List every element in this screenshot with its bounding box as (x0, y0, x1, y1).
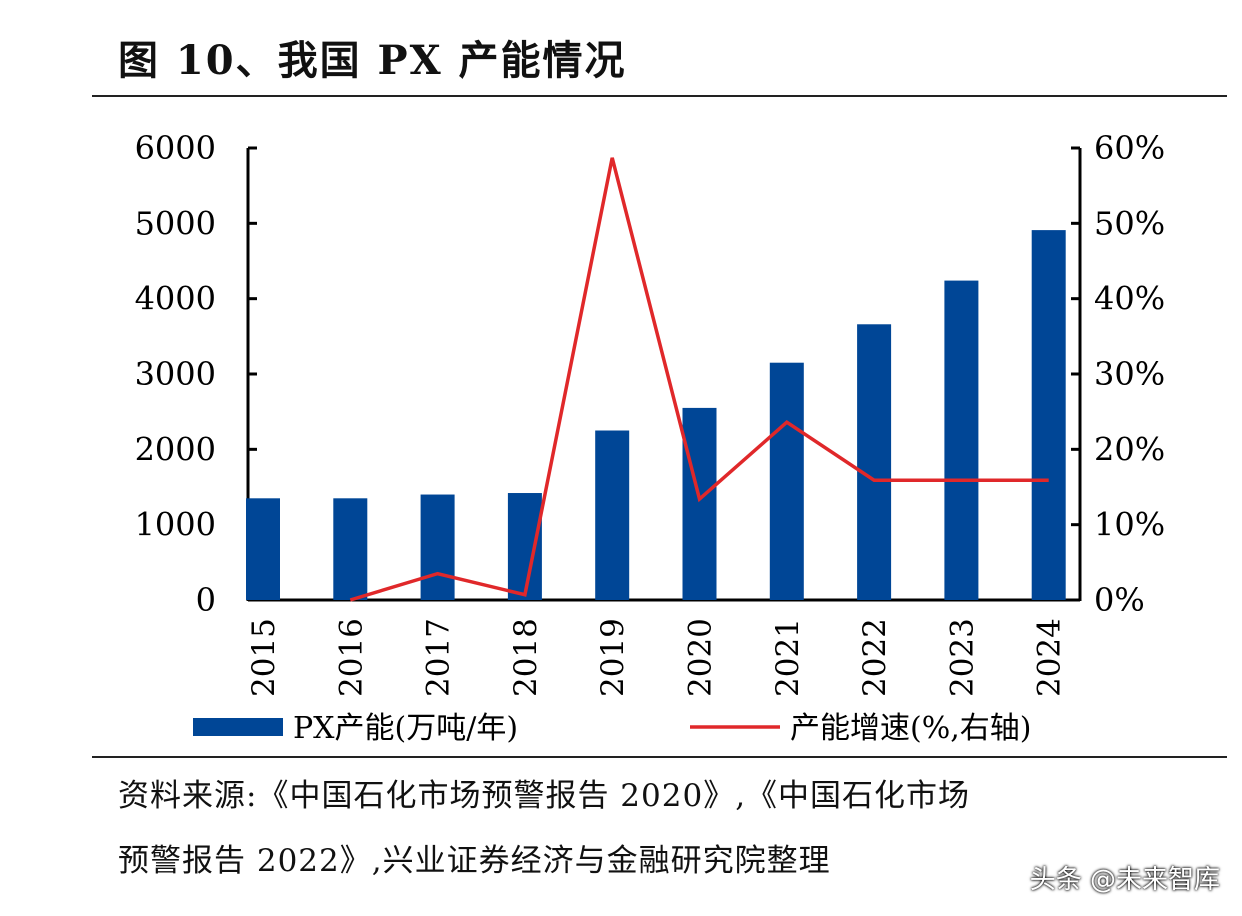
right-tick-label: 60% (1094, 129, 1165, 167)
bar-2018 (507, 493, 542, 600)
x-tick-label: 2017 (421, 618, 457, 697)
chart-title: 图 10、我国 PX 产能情况 (118, 37, 627, 84)
x-tick-label: 2020 (683, 618, 719, 697)
left-tick-label: 1000 (135, 506, 216, 544)
x-tick-label: 2015 (246, 618, 282, 697)
right-tick-label: 10% (1094, 506, 1165, 544)
source-note-line1: 资料来源:《中国石化市场预警报告 2020》,《中国石化市场 (118, 778, 971, 814)
legend-swatch-bar (193, 718, 283, 736)
right-tick-label: 0% (1094, 581, 1145, 619)
left-tick-label: 4000 (135, 280, 216, 318)
bar-2024 (1031, 230, 1066, 600)
right-tick-label: 40% (1094, 280, 1165, 318)
source-note-line2: 预警报告 2022》,兴业证券经济与金融研究院整理 (118, 843, 831, 879)
bar-2017 (420, 494, 455, 600)
bar-2020 (682, 407, 717, 600)
x-tick-label: 2023 (944, 618, 980, 697)
x-tick-label: 2018 (508, 618, 544, 697)
right-tick-label: 20% (1094, 430, 1165, 468)
x-tick-label: 2021 (770, 618, 806, 697)
combo-chart: 0 1000 2000 3000 4000 5000 6000 0% 10% 20% 30% 40% 5… (135, 129, 1166, 746)
top-divider (92, 95, 1227, 97)
bar-2022 (857, 324, 892, 600)
left-tick-label: 2000 (135, 430, 216, 468)
bar-2023 (944, 280, 979, 600)
x-tick-label: 2022 (857, 618, 893, 697)
bar-2019 (595, 430, 630, 600)
right-tick-label: 50% (1094, 204, 1165, 242)
bottom-divider (92, 756, 1227, 758)
left-tick-label: 6000 (135, 129, 216, 167)
x-tick-label: 2024 (1032, 618, 1068, 697)
x-tick-label: 2016 (333, 618, 369, 697)
legend-label-line: 产能增速(%,右轴) (790, 711, 1031, 746)
right-tick-label: 30% (1094, 355, 1165, 393)
legend-label-bar: PX产能(万吨/年) (293, 711, 518, 746)
left-tick-label: 0 (196, 581, 216, 619)
bar-2015 (246, 498, 280, 600)
watermark: 头条 @未来智库 (1029, 865, 1220, 895)
x-tick-label: 2019 (595, 618, 631, 697)
left-tick-label: 3000 (135, 355, 216, 393)
bar-2021 (769, 362, 804, 600)
bar-2016 (333, 498, 368, 600)
left-tick-label: 5000 (135, 204, 216, 242)
